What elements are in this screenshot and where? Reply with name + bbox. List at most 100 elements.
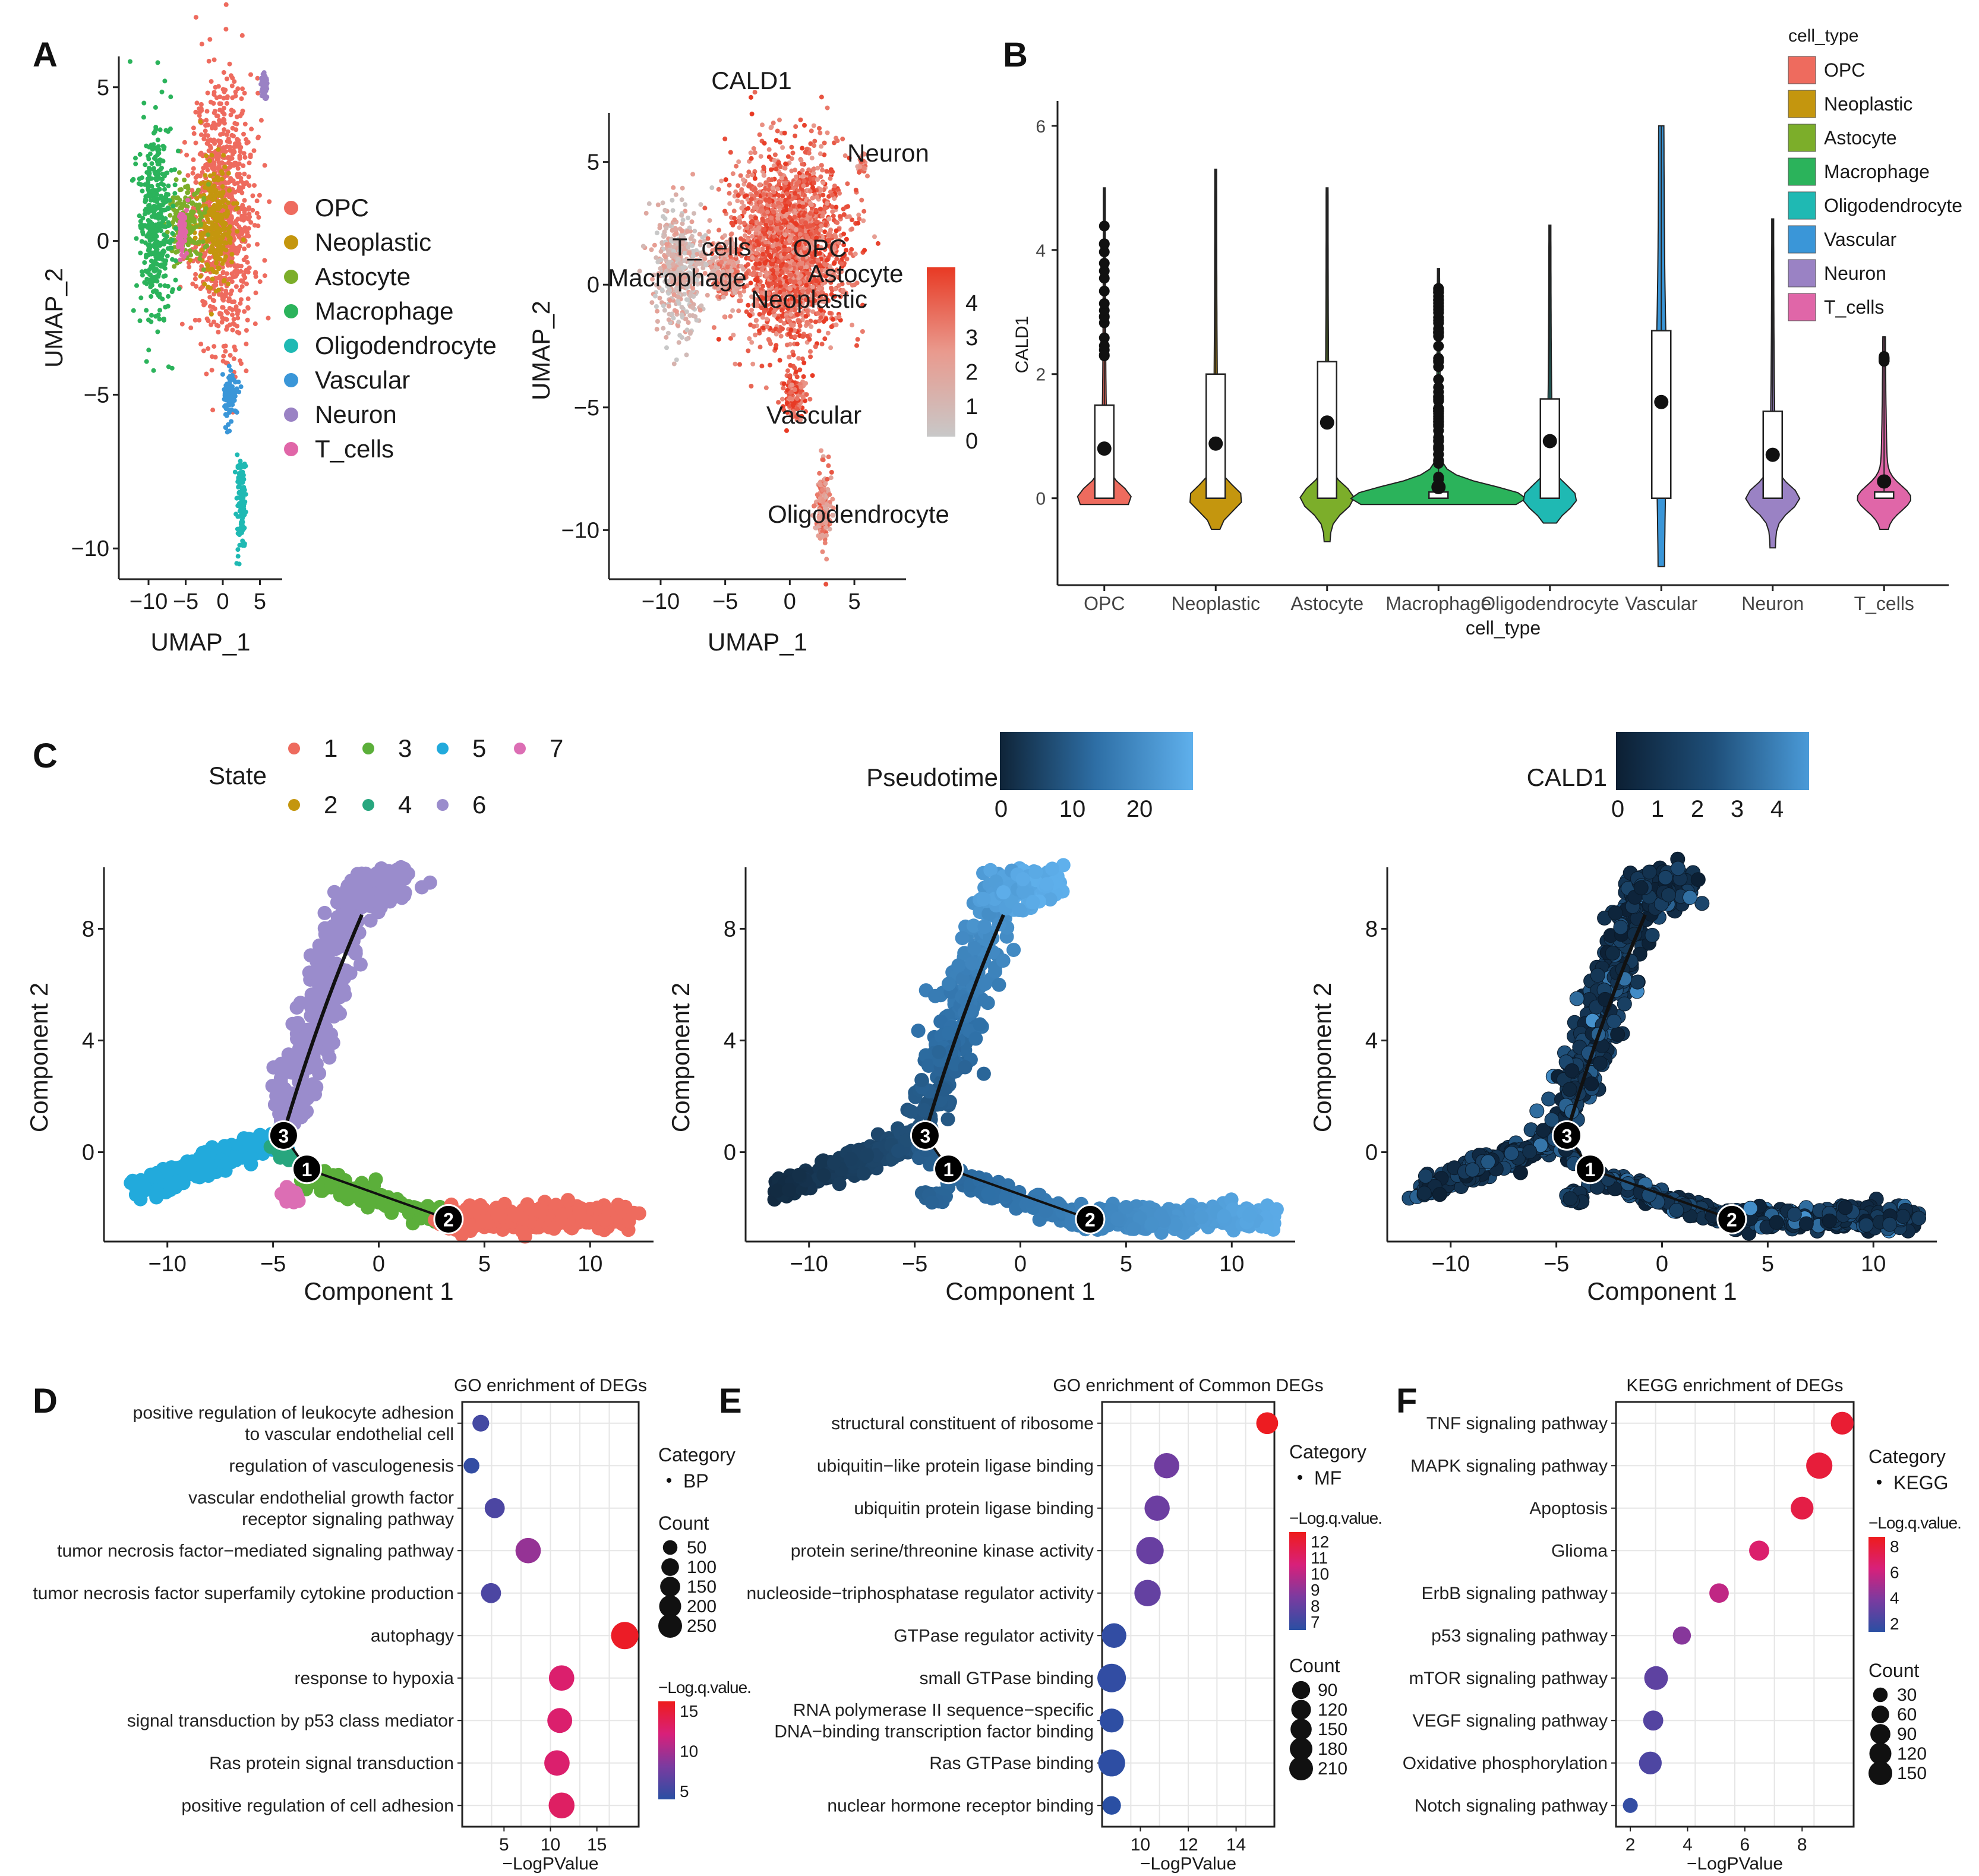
cell-point	[159, 89, 165, 94]
cell-point	[670, 198, 675, 203]
cell-point	[228, 112, 233, 118]
cell-point	[198, 342, 204, 347]
cell-point	[200, 247, 205, 252]
cell-point	[162, 78, 168, 84]
cell-point	[233, 304, 239, 309]
cell-point	[222, 165, 228, 169]
cell-point	[147, 172, 151, 178]
cell-point	[673, 192, 678, 197]
cell-point	[221, 106, 226, 110]
cell-point	[200, 299, 206, 304]
cell-point	[216, 288, 221, 293]
cell-point	[812, 138, 818, 144]
cell-point	[801, 183, 806, 188]
umap-cald1-plot: 50−5−10−10 −5 0 5UMAP_1UMAP_2CALD1NeuronT_c…	[527, 67, 978, 656]
cell-point	[792, 195, 797, 200]
cell-point	[697, 308, 703, 313]
cell-point	[209, 247, 214, 252]
cell-point	[241, 206, 247, 211]
cell-point	[151, 368, 156, 373]
cell-point	[231, 377, 235, 381]
cell-point	[769, 215, 774, 220]
cell-point	[224, 132, 229, 137]
cell-point	[173, 226, 178, 231]
cell-point	[804, 170, 810, 176]
cell-point	[192, 276, 198, 282]
cell-point	[800, 168, 805, 173]
cell-point	[233, 274, 238, 279]
cell-point	[709, 185, 715, 190]
cell-point	[138, 250, 143, 255]
cell-point	[147, 151, 153, 157]
cell-point	[235, 323, 240, 329]
cell-point	[684, 309, 689, 314]
cell-point	[188, 219, 194, 224]
cell-point	[661, 234, 666, 239]
cell-point	[723, 177, 728, 182]
cell-point	[690, 305, 696, 310]
cell-point	[783, 180, 788, 185]
cell-point	[664, 242, 670, 247]
cell-point	[162, 187, 167, 192]
cell-point	[210, 276, 215, 282]
cell-point	[211, 240, 216, 245]
cell-point	[760, 122, 765, 128]
cell-point	[156, 204, 162, 209]
cell-point	[228, 292, 233, 296]
cell-point	[768, 125, 774, 131]
cell-point	[138, 225, 143, 230]
cell-point	[221, 298, 226, 303]
cell-point	[157, 317, 162, 322]
cell-point	[800, 146, 805, 151]
cell-point	[144, 359, 149, 364]
cell-point	[138, 295, 144, 301]
cell-point	[204, 109, 210, 114]
cell-point	[803, 314, 809, 319]
cell-point	[231, 317, 236, 322]
cell-point	[222, 89, 227, 94]
cell-point	[242, 543, 247, 548]
cell-point	[240, 279, 245, 284]
cell-point	[166, 364, 171, 369]
cell-point	[207, 158, 212, 163]
cell-point	[692, 211, 696, 216]
cell-point	[229, 108, 234, 113]
cell-point	[245, 207, 251, 212]
y-tick-label: −10	[71, 536, 109, 561]
cell-point	[232, 79, 237, 84]
cell-point	[661, 303, 666, 308]
cell-point	[179, 206, 184, 211]
cell-point	[835, 220, 840, 225]
cell-point	[777, 140, 782, 145]
cell-point	[777, 117, 782, 122]
cell-point	[143, 240, 148, 245]
cell-point	[212, 298, 217, 304]
cell-point	[643, 210, 649, 216]
cell-point	[769, 167, 774, 172]
cell-point	[772, 158, 777, 163]
cell-point	[242, 225, 248, 230]
cell-point	[208, 137, 213, 143]
cell-point	[739, 200, 744, 205]
cell-point	[245, 270, 251, 275]
cell-point	[234, 561, 239, 566]
cell-point	[228, 240, 233, 245]
cell-point	[231, 178, 236, 184]
cell-point	[141, 100, 147, 106]
cell-point	[199, 42, 204, 47]
cell-point	[241, 184, 245, 190]
cell-point	[150, 223, 155, 229]
cell-point	[149, 312, 154, 318]
cell-point	[200, 170, 205, 175]
cluster-neuron	[258, 70, 270, 102]
cell-point	[146, 179, 151, 185]
cell-point	[243, 463, 248, 469]
cell-point	[230, 327, 235, 333]
cell-point	[841, 212, 847, 217]
cell-point	[143, 162, 148, 168]
cell-point	[149, 184, 154, 189]
cell-point	[236, 224, 242, 229]
cell-point	[230, 125, 235, 131]
cell-point	[739, 187, 744, 192]
cell-point	[788, 362, 793, 368]
